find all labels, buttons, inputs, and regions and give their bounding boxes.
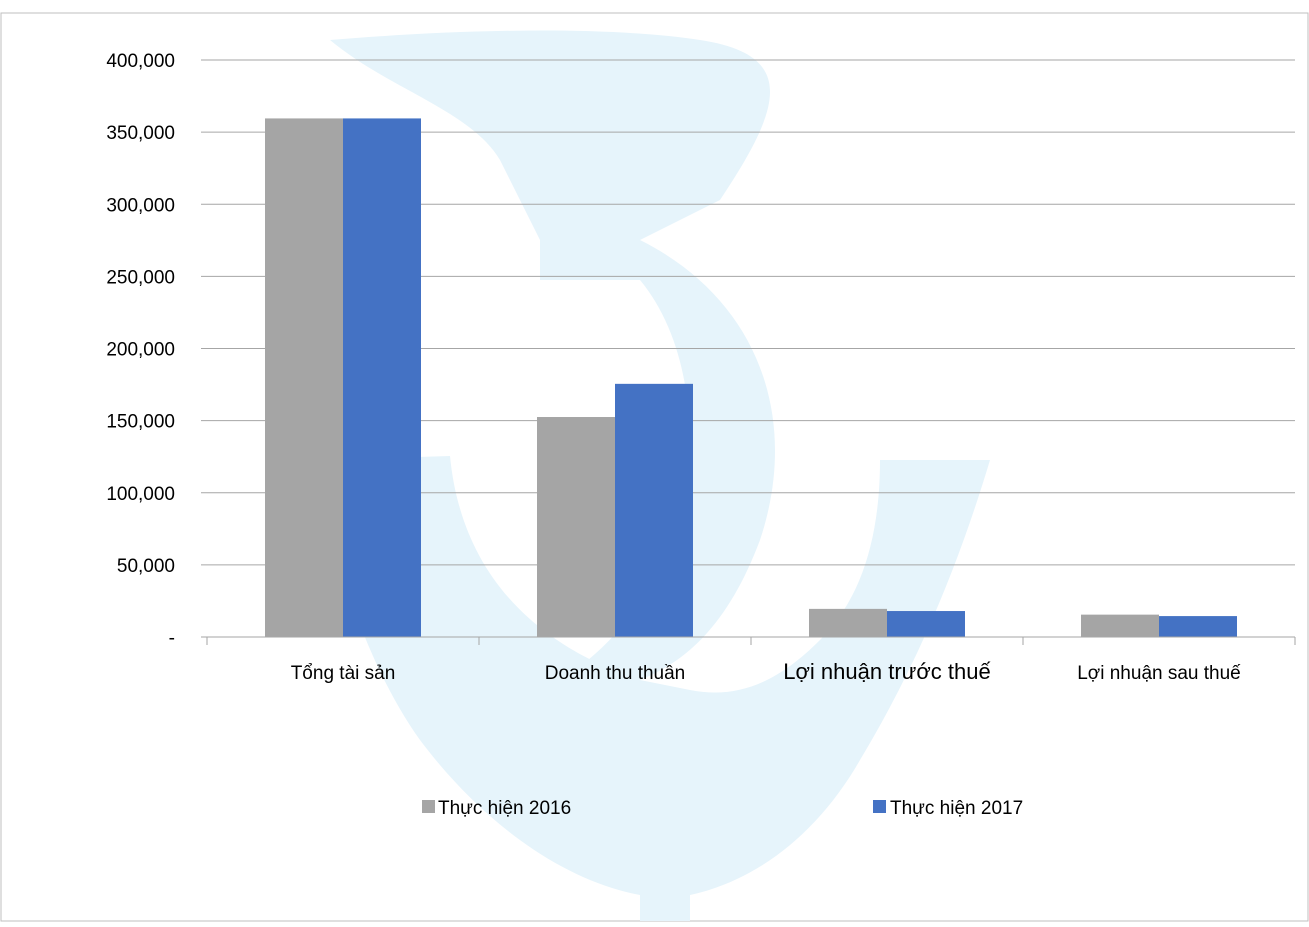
x-axis xyxy=(206,636,1296,645)
y-tick-label: 50,000 xyxy=(117,556,175,577)
x-axis-labels: Tổng tài sản Doanh thu thuần Lợi nhuận trư… xyxy=(291,659,1241,684)
bar xyxy=(615,383,693,637)
bar xyxy=(1081,614,1159,637)
x-category-label: Lợi nhuận sau thuế xyxy=(1077,663,1241,684)
watermark-d-shape xyxy=(540,240,775,680)
bar xyxy=(343,118,421,637)
bar xyxy=(537,417,615,637)
y-tick-label: 350,000 xyxy=(106,123,175,144)
bars xyxy=(265,118,1237,637)
x-category-label: Doanh thu thuần xyxy=(545,663,686,684)
y-tick-label: 300,000 xyxy=(106,195,175,216)
y-tick-label: 150,000 xyxy=(106,412,175,433)
bar xyxy=(265,118,343,637)
y-tick-label: - xyxy=(169,628,175,649)
y-tick-label: 200,000 xyxy=(106,340,175,361)
bar xyxy=(887,611,965,637)
legend-label: Thực hiện 2017 xyxy=(890,798,1023,819)
x-category-label: Lợi nhuận trước thuế xyxy=(783,659,990,684)
watermark-drop xyxy=(320,456,990,921)
legend: Thực hiện 2016 Thực hiện 2017 xyxy=(422,798,1023,819)
legend-swatch xyxy=(873,800,886,813)
y-tick-label: 100,000 xyxy=(106,484,175,505)
y-axis-labels: - 50,000 100,000 150,000 200,000 250,000 300,0… xyxy=(106,51,175,649)
watermark-logo xyxy=(320,30,990,921)
y-tick-label: 250,000 xyxy=(106,267,175,288)
legend-swatch xyxy=(422,800,435,813)
y-tick-label: 400,000 xyxy=(106,51,175,72)
bar xyxy=(1159,616,1237,637)
x-category-label: Tổng tài sản xyxy=(291,663,396,684)
legend-label: Thực hiện 2016 xyxy=(438,798,571,819)
bar xyxy=(809,608,887,637)
watermark-arc xyxy=(330,30,770,240)
